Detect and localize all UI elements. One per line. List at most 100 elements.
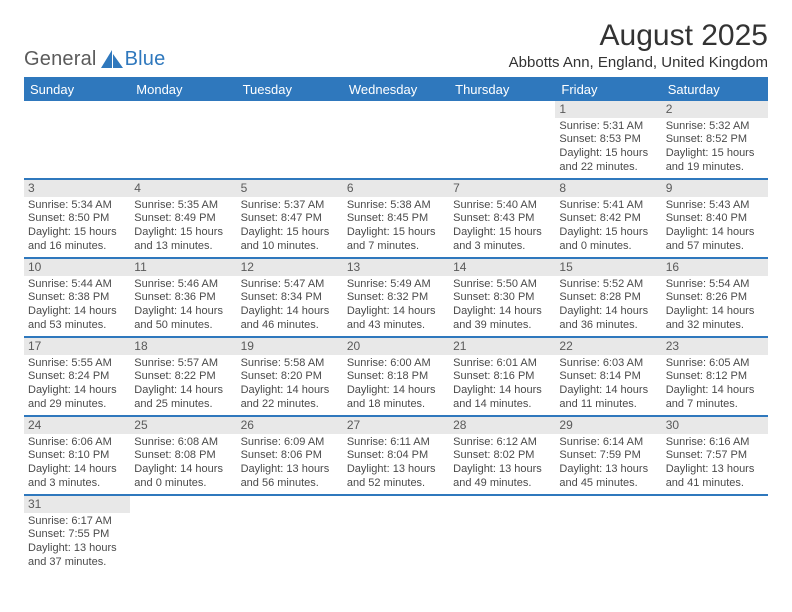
sunset-text: Sunset: 8:32 PM <box>347 291 445 305</box>
sunset-text: Sunset: 8:42 PM <box>559 212 657 226</box>
calendar-cell <box>662 495 768 573</box>
calendar-cell: 13Sunrise: 5:49 AMSunset: 8:32 PMDayligh… <box>343 258 449 337</box>
sunset-text: Sunset: 8:50 PM <box>28 212 126 226</box>
calendar-cell: 28Sunrise: 6:12 AMSunset: 8:02 PMDayligh… <box>449 416 555 495</box>
sunrise-text: Sunrise: 5:55 AM <box>28 357 126 371</box>
day-number: 19 <box>237 338 343 355</box>
daylight-text: Daylight: 14 hours and 3 minutes. <box>28 463 126 491</box>
day-number: 31 <box>24 496 130 513</box>
calendar-cell: 2Sunrise: 5:32 AMSunset: 8:52 PMDaylight… <box>662 101 768 179</box>
daylight-text: Daylight: 14 hours and 14 minutes. <box>453 384 551 412</box>
dayhead-wed: Wednesday <box>343 79 449 101</box>
sunset-text: Sunset: 8:14 PM <box>559 370 657 384</box>
sunrise-text: Sunrise: 5:57 AM <box>134 357 232 371</box>
sunset-text: Sunset: 8:02 PM <box>453 449 551 463</box>
calendar-cell: 27Sunrise: 6:11 AMSunset: 8:04 PMDayligh… <box>343 416 449 495</box>
calendar-cell: 30Sunrise: 6:16 AMSunset: 7:57 PMDayligh… <box>662 416 768 495</box>
daylight-text: Daylight: 14 hours and 50 minutes. <box>134 305 232 333</box>
sunset-text: Sunset: 8:28 PM <box>559 291 657 305</box>
dayhead-mon: Monday <box>130 79 236 101</box>
sunrise-text: Sunrise: 6:11 AM <box>347 436 445 450</box>
brand-text-1: General <box>24 48 97 71</box>
sunrise-text: Sunrise: 5:50 AM <box>453 278 551 292</box>
sunrise-text: Sunrise: 6:01 AM <box>453 357 551 371</box>
sunrise-text: Sunrise: 6:14 AM <box>559 436 657 450</box>
calendar-cell <box>555 495 661 573</box>
sunrise-text: Sunrise: 5:52 AM <box>559 278 657 292</box>
day-number: 12 <box>237 259 343 276</box>
calendar-cell: 22Sunrise: 6:03 AMSunset: 8:14 PMDayligh… <box>555 337 661 416</box>
day-number: 4 <box>130 180 236 197</box>
dayhead-tue: Tuesday <box>237 79 343 101</box>
sunset-text: Sunset: 8:49 PM <box>134 212 232 226</box>
calendar-cell: 18Sunrise: 5:57 AMSunset: 8:22 PMDayligh… <box>130 337 236 416</box>
calendar-cell <box>237 101 343 179</box>
calendar-table: Sunday Monday Tuesday Wednesday Thursday… <box>24 79 768 573</box>
daylight-text: Daylight: 14 hours and 36 minutes. <box>559 305 657 333</box>
calendar-cell: 1Sunrise: 5:31 AMSunset: 8:53 PMDaylight… <box>555 101 661 179</box>
daylight-text: Daylight: 13 hours and 45 minutes. <box>559 463 657 491</box>
day-number: 25 <box>130 417 236 434</box>
daylight-text: Daylight: 15 hours and 7 minutes. <box>347 226 445 254</box>
day-number: 2 <box>662 101 768 118</box>
sunset-text: Sunset: 8:04 PM <box>347 449 445 463</box>
sunset-text: Sunset: 8:34 PM <box>241 291 339 305</box>
sunset-text: Sunset: 8:53 PM <box>559 133 657 147</box>
daylight-text: Daylight: 13 hours and 37 minutes. <box>28 542 126 570</box>
day-number: 30 <box>662 417 768 434</box>
calendar-row: 3Sunrise: 5:34 AMSunset: 8:50 PMDaylight… <box>24 179 768 258</box>
daylight-text: Daylight: 14 hours and 32 minutes. <box>666 305 764 333</box>
calendar-cell <box>237 495 343 573</box>
sunrise-text: Sunrise: 6:06 AM <box>28 436 126 450</box>
page-header: General Blue August 2025 Abbotts Ann, En… <box>24 20 768 71</box>
daylight-text: Daylight: 14 hours and 39 minutes. <box>453 305 551 333</box>
daylight-text: Daylight: 15 hours and 22 minutes. <box>559 147 657 175</box>
sunset-text: Sunset: 8:26 PM <box>666 291 764 305</box>
sunrise-text: Sunrise: 5:44 AM <box>28 278 126 292</box>
calendar-cell: 17Sunrise: 5:55 AMSunset: 8:24 PMDayligh… <box>24 337 130 416</box>
calendar-cell: 9Sunrise: 5:43 AMSunset: 8:40 PMDaylight… <box>662 179 768 258</box>
day-number: 11 <box>130 259 236 276</box>
daylight-text: Daylight: 15 hours and 3 minutes. <box>453 226 551 254</box>
day-number: 10 <box>24 259 130 276</box>
sunrise-text: Sunrise: 5:31 AM <box>559 120 657 134</box>
day-number: 5 <box>237 180 343 197</box>
sunrise-text: Sunrise: 6:12 AM <box>453 436 551 450</box>
sunrise-text: Sunrise: 5:47 AM <box>241 278 339 292</box>
sunrise-text: Sunrise: 6:17 AM <box>28 515 126 529</box>
calendar-cell <box>449 101 555 179</box>
sunrise-text: Sunrise: 6:03 AM <box>559 357 657 371</box>
day-number: 17 <box>24 338 130 355</box>
daylight-text: Daylight: 15 hours and 10 minutes. <box>241 226 339 254</box>
day-number: 29 <box>555 417 661 434</box>
sunset-text: Sunset: 8:18 PM <box>347 370 445 384</box>
sunset-text: Sunset: 8:47 PM <box>241 212 339 226</box>
sunrise-text: Sunrise: 5:46 AM <box>134 278 232 292</box>
sunrise-text: Sunrise: 5:54 AM <box>666 278 764 292</box>
calendar-cell: 26Sunrise: 6:09 AMSunset: 8:06 PMDayligh… <box>237 416 343 495</box>
dayhead-thu: Thursday <box>449 79 555 101</box>
day-number: 9 <box>662 180 768 197</box>
dayhead-fri: Friday <box>555 79 661 101</box>
day-number: 16 <box>662 259 768 276</box>
calendar-cell <box>343 495 449 573</box>
calendar-cell: 19Sunrise: 5:58 AMSunset: 8:20 PMDayligh… <box>237 337 343 416</box>
daylight-text: Daylight: 14 hours and 29 minutes. <box>28 384 126 412</box>
sunset-text: Sunset: 8:10 PM <box>28 449 126 463</box>
sunrise-text: Sunrise: 5:38 AM <box>347 199 445 213</box>
sunset-text: Sunset: 8:43 PM <box>453 212 551 226</box>
daylight-text: Daylight: 14 hours and 53 minutes. <box>28 305 126 333</box>
day-number: 18 <box>130 338 236 355</box>
sunset-text: Sunset: 8:08 PM <box>134 449 232 463</box>
brand-sail-icon <box>101 50 123 68</box>
sunrise-text: Sunrise: 5:35 AM <box>134 199 232 213</box>
sunset-text: Sunset: 8:40 PM <box>666 212 764 226</box>
day-number: 8 <box>555 180 661 197</box>
calendar-cell: 21Sunrise: 6:01 AMSunset: 8:16 PMDayligh… <box>449 337 555 416</box>
day-number: 22 <box>555 338 661 355</box>
calendar-cell <box>343 101 449 179</box>
sunset-text: Sunset: 8:30 PM <box>453 291 551 305</box>
sunset-text: Sunset: 8:38 PM <box>28 291 126 305</box>
calendar-cell: 10 Sunrise: 5:44 AMSunset: 8:38 PMDayligh… <box>24 258 130 337</box>
daylight-text: Daylight: 15 hours and 0 minutes. <box>559 226 657 254</box>
